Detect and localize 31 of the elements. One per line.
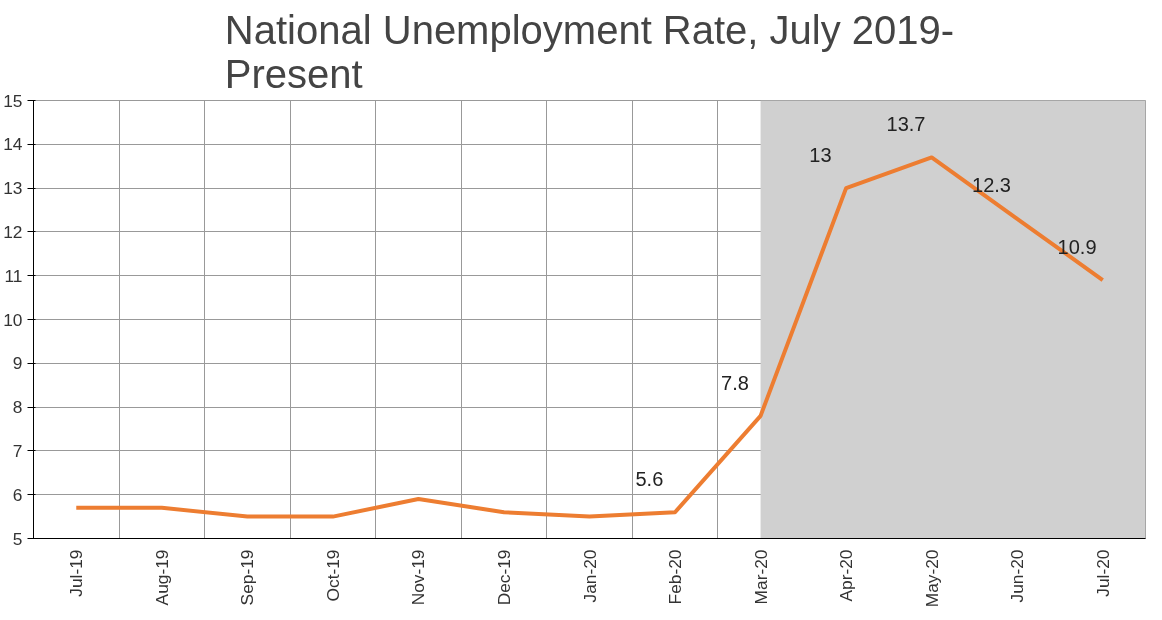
x-tick-label: Jan-20	[579, 549, 600, 603]
x-tick-label: Aug-19	[151, 549, 172, 606]
y-tick-label: 13	[3, 178, 23, 199]
x-tick-label: Feb-20	[665, 549, 686, 605]
data-label: 13	[809, 143, 832, 166]
data-label: 5.6	[635, 467, 664, 490]
x-tick-label: Dec-19	[493, 549, 514, 606]
y-tick-label: 14	[3, 134, 23, 155]
chart-title: National Unemployment Rate, July 2019-Present	[224, 7, 955, 96]
y-tick-label: 6	[12, 484, 23, 505]
y-tick-label: 10	[3, 309, 23, 330]
x-tick-label: Nov-19	[408, 549, 429, 606]
data-label: 7.8	[721, 371, 749, 394]
x-tick-label: Jul-20	[1092, 549, 1113, 597]
y-tick-label: 12	[3, 221, 23, 242]
data-label: 13.7	[886, 113, 926, 136]
x-tick-label: Sep-19	[237, 549, 258, 606]
x-tick-label: Jun-20	[1007, 549, 1028, 603]
data-label: 12.3	[972, 174, 1012, 197]
y-tick-label: 9	[12, 353, 23, 374]
y-tick-label: 7	[12, 440, 23, 461]
x-tick-label: Oct-19	[322, 549, 343, 602]
y-tick-label: 5	[12, 528, 23, 549]
x-tick-label: Mar-20	[750, 549, 771, 605]
x-tick-label: Apr-20	[836, 549, 857, 602]
y-tick-label: 8	[12, 397, 23, 418]
y-tick-label: 11	[4, 265, 23, 286]
data-label: 10.9	[1057, 235, 1097, 258]
y-tick-label: 15	[3, 90, 23, 111]
x-tick-label: May-20	[921, 549, 942, 608]
x-tick-label: Jul-19	[66, 549, 87, 597]
